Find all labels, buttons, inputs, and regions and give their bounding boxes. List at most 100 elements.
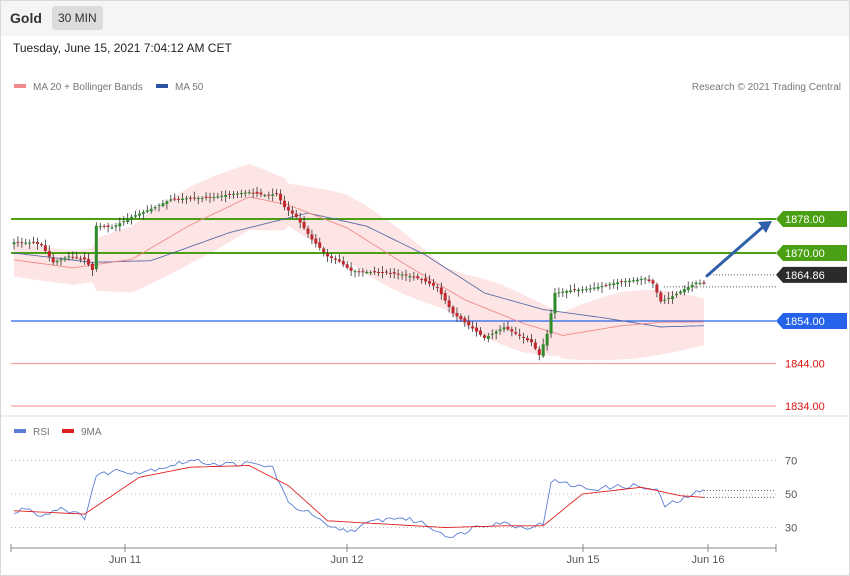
- candle-body: [522, 336, 526, 338]
- level-label-background: [776, 266, 847, 283]
- candle: [224, 190, 228, 203]
- candle: [251, 188, 255, 199]
- candle: [659, 290, 663, 304]
- candle: [51, 253, 55, 266]
- candle: [620, 279, 624, 287]
- projection-arrow-head: [758, 221, 772, 233]
- candle-body: [588, 288, 592, 290]
- candle: [565, 289, 569, 299]
- candle: [384, 269, 388, 275]
- candle-body: [369, 272, 373, 274]
- candle-body: [431, 282, 435, 286]
- candle: [482, 333, 486, 341]
- candle: [47, 245, 51, 262]
- candle-body: [275, 193, 279, 195]
- candle: [647, 275, 651, 283]
- candle: [651, 278, 655, 288]
- candle-body: [165, 201, 169, 204]
- candle-body: [486, 335, 490, 339]
- candle-body: [467, 321, 471, 326]
- candle: [39, 242, 43, 247]
- candle-body: [341, 260, 345, 265]
- candle-body: [635, 279, 639, 282]
- candle-body: [667, 298, 671, 300]
- candle: [98, 222, 102, 231]
- candle: [506, 321, 510, 332]
- candle: [510, 326, 514, 337]
- candle-body: [365, 272, 369, 274]
- candle-body: [553, 292, 557, 314]
- candle-body: [569, 290, 573, 293]
- candle: [698, 279, 702, 286]
- candle-body: [255, 191, 259, 194]
- candle-body: [51, 257, 55, 263]
- candle: [259, 188, 263, 198]
- candle-body: [494, 331, 498, 334]
- candle-body: [39, 244, 43, 246]
- candle: [690, 281, 694, 292]
- candle-body: [510, 329, 514, 332]
- candle: [537, 346, 541, 361]
- level-label-background: [776, 211, 847, 227]
- candle: [86, 253, 90, 267]
- candle-body: [459, 316, 463, 320]
- candle-body: [330, 256, 334, 259]
- candle-body: [306, 228, 310, 234]
- candle: [447, 295, 451, 313]
- candle: [20, 237, 24, 248]
- candle-body: [694, 282, 698, 285]
- candle-body: [573, 289, 577, 291]
- candle: [600, 281, 604, 294]
- candle: [498, 325, 502, 335]
- candle-body: [188, 197, 192, 199]
- candle-body: [392, 272, 396, 274]
- candle: [443, 290, 447, 305]
- rsi-ma-legend-swatch: [62, 429, 74, 433]
- candle-body: [243, 192, 247, 194]
- candle: [345, 261, 349, 270]
- ma20-line: [13, 196, 704, 336]
- candle: [243, 189, 247, 198]
- candle: [130, 214, 134, 225]
- candle: [588, 284, 592, 293]
- candle: [141, 209, 145, 220]
- candle-body: [682, 289, 686, 293]
- candle: [686, 281, 690, 293]
- candle: [306, 225, 310, 238]
- candle-body: [561, 291, 565, 293]
- candle-body: [580, 289, 584, 291]
- candle: [451, 305, 455, 318]
- candle: [216, 192, 220, 199]
- candle: [173, 193, 177, 202]
- candle: [541, 338, 545, 358]
- chart-header: [1, 1, 849, 36]
- timeframe-button[interactable]: 30 MIN: [52, 6, 103, 30]
- candle: [388, 268, 392, 278]
- candle-body: [674, 293, 678, 296]
- candle-body: [79, 258, 83, 260]
- candle-body: [498, 329, 502, 332]
- candle-body: [59, 259, 63, 261]
- level-label-background: [776, 313, 847, 329]
- candle-body: [353, 271, 357, 273]
- candle-body: [322, 248, 326, 253]
- candle: [36, 237, 40, 250]
- level-label-1864.86: 1864.86: [776, 266, 847, 283]
- candle: [177, 196, 181, 203]
- candle: [424, 273, 428, 285]
- candle: [188, 195, 192, 202]
- rsi-level-label: 30: [785, 523, 797, 535]
- ma20-legend-swatch: [14, 84, 26, 88]
- candle: [694, 280, 698, 289]
- candle-body: [620, 281, 624, 283]
- candle: [639, 276, 643, 286]
- candle: [533, 338, 537, 351]
- candle-body: [643, 278, 647, 280]
- candle: [573, 283, 577, 293]
- candle: [431, 278, 435, 290]
- candle: [255, 186, 259, 198]
- candle-body: [627, 280, 631, 283]
- level-label-1834.00: 1834.00: [785, 401, 825, 413]
- candle-body: [192, 197, 196, 199]
